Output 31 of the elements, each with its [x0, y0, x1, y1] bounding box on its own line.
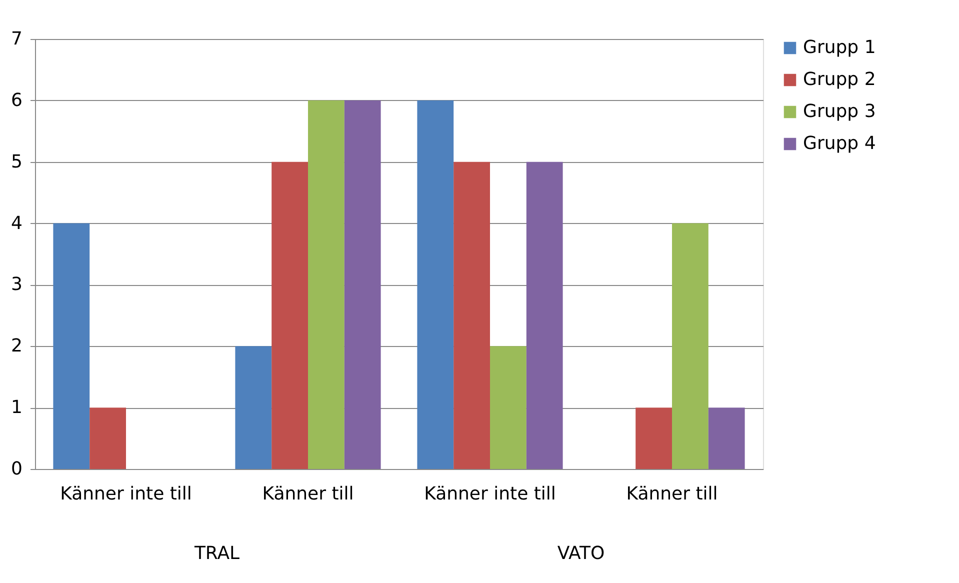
y-tick-label: 3 — [11, 274, 22, 296]
y-tick-label: 7 — [11, 28, 22, 50]
text: VATO — [557, 543, 605, 564]
bar — [90, 408, 126, 469]
y-tick-label: 2 — [11, 336, 22, 357]
y-tick-label: 5 — [11, 151, 22, 172]
x-tick-label: Känner till — [626, 484, 718, 504]
x-tick-label: Känner inte till — [60, 484, 192, 504]
bar — [454, 162, 490, 469]
bar — [235, 346, 272, 469]
bar — [344, 100, 381, 469]
legend-label: Grupp 3 — [803, 101, 876, 122]
bar — [526, 162, 563, 469]
bar — [417, 100, 454, 469]
legend-label: Grupp 2 — [803, 69, 876, 90]
x-tick-label: Känner till — [262, 484, 354, 504]
x-tick-label: Känner inte till — [424, 484, 556, 504]
legend-label: Grupp 1 — [803, 37, 876, 58]
y-tick-label: 6 — [11, 90, 22, 111]
text: TRAL — [193, 543, 240, 564]
bar — [53, 223, 90, 469]
bar — [708, 408, 745, 469]
bar — [272, 162, 308, 469]
bar — [672, 223, 708, 469]
y-tick-label: 1 — [11, 397, 22, 418]
y-tick-label: 0 — [11, 458, 22, 480]
bar — [490, 346, 526, 469]
bar — [636, 408, 672, 469]
bar — [308, 100, 344, 469]
y-tick-label: 4 — [11, 212, 22, 234]
legend-label: Grupp 4 — [803, 133, 876, 154]
